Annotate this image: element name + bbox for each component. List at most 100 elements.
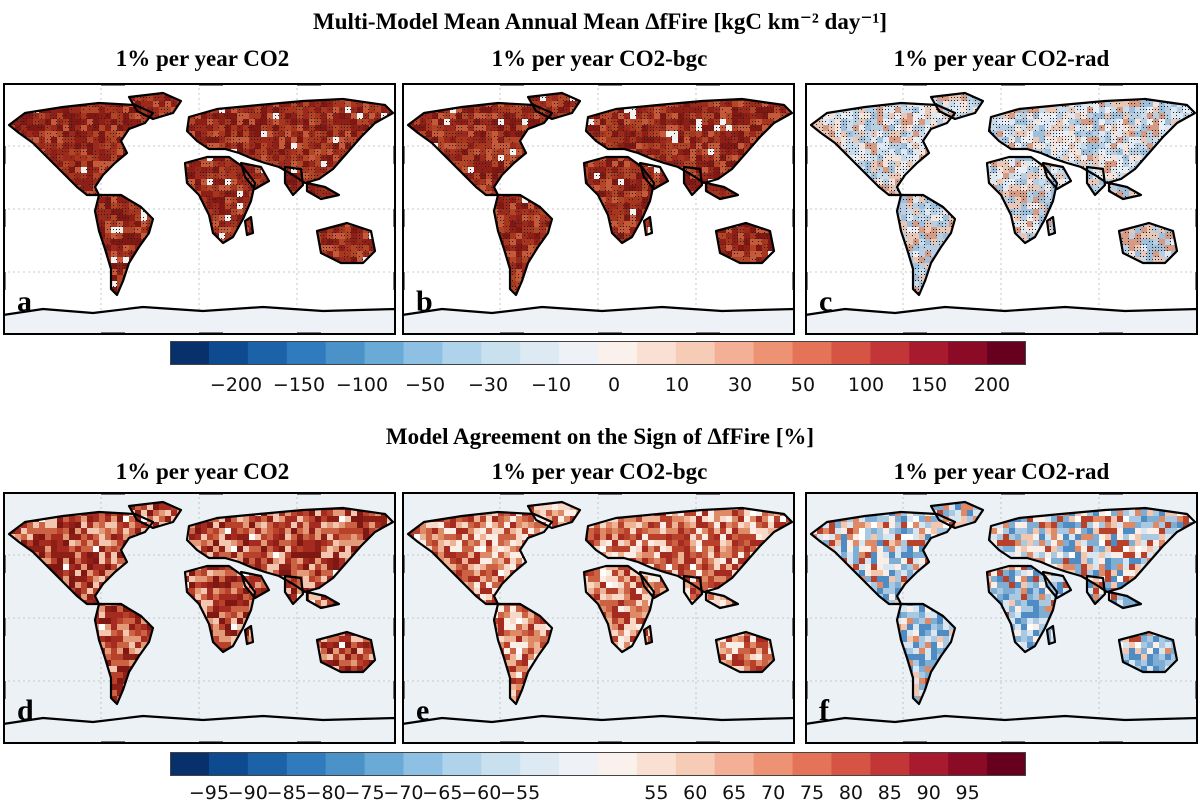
map-panel-c: c bbox=[805, 83, 1198, 335]
colorbar-tick-label: −10 bbox=[531, 374, 571, 396]
colorbar-tick-label: 150 bbox=[911, 374, 947, 396]
colorbar-swatch bbox=[870, 752, 910, 776]
world-map bbox=[402, 83, 795, 335]
land-antarctica bbox=[402, 716, 795, 744]
map-panel-f: f bbox=[805, 492, 1198, 744]
panel-c-title: 1% per year CO2-rad bbox=[804, 46, 1199, 72]
colorbar-swatch bbox=[636, 752, 677, 776]
panel-b-label: b bbox=[416, 287, 433, 317]
map-panel-e: e bbox=[402, 492, 795, 744]
colorbar-tick-label: 55 bbox=[644, 782, 668, 804]
colorbar-tick-label: −200 bbox=[210, 374, 262, 396]
colorbar-swatch bbox=[325, 341, 366, 365]
colorbar-tick-label: −30 bbox=[468, 374, 508, 396]
colorbar-swatch bbox=[286, 341, 327, 365]
land-antarctica bbox=[402, 307, 795, 335]
panel-c-label: c bbox=[819, 287, 832, 317]
panel-f-title: 1% per year CO2-rad bbox=[804, 459, 1199, 485]
colorbar-swatch bbox=[714, 341, 755, 365]
frame-ticks bbox=[805, 83, 1198, 335]
colorbar-swatch bbox=[170, 752, 210, 776]
colorbar-tick-label: −75 bbox=[344, 782, 384, 804]
top-figure-title: Multi-Model Mean Annual Mean ΔfFire [kgC… bbox=[0, 8, 1200, 35]
colorbar-tick-label: 80 bbox=[839, 782, 863, 804]
colorbar-swatch bbox=[247, 341, 288, 365]
map-panel-a: a bbox=[3, 83, 396, 335]
panel-f-label: f bbox=[819, 696, 829, 726]
colorbar-swatch bbox=[481, 752, 521, 776]
colorbar-swatch bbox=[948, 752, 988, 776]
panel-d-title: 1% per year CO2 bbox=[5, 459, 400, 485]
colorbar-tick-label: 0 bbox=[608, 374, 620, 396]
colorbar-bottom-ticks: −95 −90 −85 −80 −75 −70 −65 −60 −55 55 60 65 70 75 80 8… bbox=[170, 782, 1026, 806]
world-map bbox=[3, 492, 396, 744]
colorbar-swatch bbox=[442, 752, 482, 776]
colorbar-swatch bbox=[792, 752, 832, 776]
colorbar-swatch bbox=[520, 752, 560, 776]
colorbar-tick-label: −80 bbox=[306, 782, 346, 804]
coastlines bbox=[402, 91, 795, 335]
colorbar-tick-label: −50 bbox=[405, 374, 445, 396]
map-panel-d: d bbox=[3, 492, 396, 744]
colorbar-swatch bbox=[675, 341, 716, 365]
panel-d-label: d bbox=[17, 696, 34, 726]
colorbar-swatch bbox=[325, 752, 366, 776]
coastlines bbox=[805, 500, 1198, 744]
colorbar-tick-label: −95 bbox=[189, 782, 229, 804]
world-map bbox=[3, 83, 396, 335]
colorbar-tick-label: 30 bbox=[728, 374, 752, 396]
colorbar-tick-label: −70 bbox=[383, 782, 423, 804]
colorbar-swatch bbox=[675, 752, 716, 776]
colorbar-tick-label: −55 bbox=[500, 782, 540, 804]
panel-b-title: 1% per year CO2-bgc bbox=[402, 46, 797, 72]
colorbar-swatch bbox=[831, 341, 871, 365]
colorbar-swatch bbox=[208, 341, 249, 365]
colorbar-top-ticks: −200 −150 −100 −50 −30 −10 0 10 30 50 100 150 200 bbox=[170, 374, 1026, 398]
colorbar-swatch bbox=[909, 341, 949, 365]
colorbar-swatch bbox=[948, 341, 988, 365]
frame-ticks bbox=[3, 83, 396, 335]
panel-a-title: 1% per year CO2 bbox=[5, 46, 400, 72]
colorbar-tick-label: 70 bbox=[761, 782, 785, 804]
land-antarctica bbox=[3, 716, 396, 744]
colorbar-swatch bbox=[870, 341, 910, 365]
bottom-figure-title: Model Agreement on the Sign of ΔfFire [%… bbox=[0, 424, 1200, 450]
colorbar-swatch bbox=[598, 752, 638, 776]
colorbar-swatch bbox=[753, 341, 794, 365]
colorbar-swatch bbox=[598, 341, 638, 365]
coastlines bbox=[3, 500, 396, 744]
colorbar-swatch bbox=[208, 752, 249, 776]
colorbar-tick-label: 75 bbox=[800, 782, 824, 804]
world-map bbox=[805, 83, 1198, 335]
colorbar-swatch bbox=[364, 341, 404, 365]
panel-a-label: a bbox=[17, 287, 32, 317]
colorbar-swatch bbox=[987, 341, 1026, 365]
frame-ticks bbox=[402, 83, 795, 335]
colorbar-swatch bbox=[247, 752, 288, 776]
land-antarctica bbox=[3, 307, 396, 335]
colorbar-tick-label: 10 bbox=[665, 374, 689, 396]
coastlines bbox=[402, 500, 795, 744]
colorbar-swatch bbox=[714, 752, 755, 776]
colorbar-swatch bbox=[753, 752, 794, 776]
colorbar-tick-label: 95 bbox=[956, 782, 980, 804]
colorbar-swatch bbox=[636, 341, 677, 365]
frame-ticks bbox=[402, 492, 795, 744]
colorbar-swatch bbox=[559, 341, 599, 365]
colorbar-border bbox=[170, 341, 1026, 365]
world-map bbox=[402, 492, 795, 744]
colorbar-tick-label: 85 bbox=[878, 782, 902, 804]
colorbar-tick-label: −90 bbox=[228, 782, 268, 804]
colorbar-tick-label: −100 bbox=[336, 374, 388, 396]
colorbar-swatch bbox=[170, 341, 210, 365]
colorbar-swatch bbox=[442, 341, 482, 365]
colorbar-swatch bbox=[792, 341, 832, 365]
colorbar-tick-label: 60 bbox=[683, 782, 707, 804]
colorbar-swatch bbox=[831, 752, 871, 776]
colorbar-swatch bbox=[520, 341, 560, 365]
land-antarctica bbox=[805, 307, 1198, 335]
colorbar-swatch bbox=[286, 752, 327, 776]
colorbar-swatch bbox=[559, 752, 599, 776]
colorbar-tick-label: 65 bbox=[722, 782, 746, 804]
map-panel-b: b bbox=[402, 83, 795, 335]
